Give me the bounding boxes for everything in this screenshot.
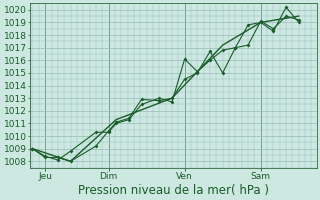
X-axis label: Pression niveau de la mer( hPa ): Pression niveau de la mer( hPa ) (78, 184, 269, 197)
